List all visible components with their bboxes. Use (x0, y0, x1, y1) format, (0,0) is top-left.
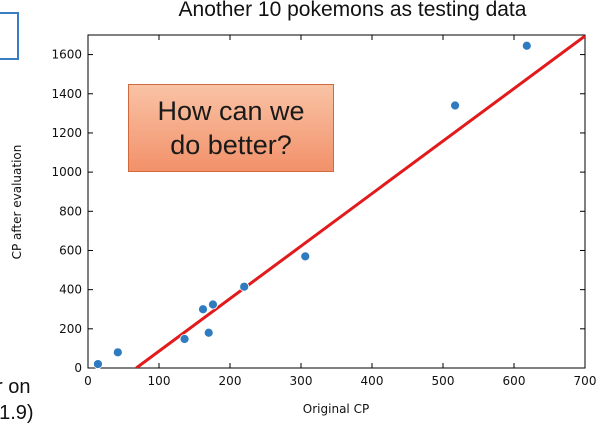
regression-line (135, 35, 585, 368)
x-tick-label: 600 (503, 374, 526, 388)
data-point (450, 100, 460, 111)
callout-line-2: do better? (170, 130, 292, 160)
x-axis-label: Original CP (303, 402, 369, 416)
data-point (112, 347, 123, 358)
y-tick-label: 0 (74, 361, 82, 375)
x-tick-label: 100 (148, 374, 171, 388)
cropped-side-text-2: 31.9) (0, 402, 34, 424)
x-tick-label: 0 (84, 374, 92, 388)
y-tick-label: 400 (59, 283, 82, 297)
x-tick-label: 300 (290, 374, 313, 388)
slide-edge-box-fragment (0, 12, 19, 60)
data-point (203, 327, 214, 338)
y-axis-ticks: 0 200 400 600 800 1000 1200 1400 1600 (51, 48, 585, 375)
callout-line-1: How can we (157, 96, 305, 126)
regression-line-layer (135, 35, 585, 368)
data-point (239, 281, 250, 292)
plot-axes (87, 34, 586, 369)
x-tick-label: 400 (361, 374, 384, 388)
data-points (93, 40, 532, 369)
y-tick-label: 1200 (51, 126, 82, 140)
x-tick-label: 200 (219, 374, 242, 388)
y-tick-label: 600 (59, 243, 82, 257)
y-tick-label: 1400 (51, 87, 82, 101)
y-tick-label: 800 (59, 204, 82, 218)
data-point (521, 40, 532, 51)
callout-box: How can we do better? (128, 84, 334, 172)
data-point (198, 304, 208, 315)
cropped-side-text-1: r on (0, 376, 31, 398)
y-tick-label: 200 (59, 322, 82, 336)
slide-title: Another 10 pokemons as testing data (178, 0, 527, 21)
y-tick-label: 1600 (51, 48, 82, 62)
y-axis-label: CP after evaluation (10, 145, 24, 260)
data-point (93, 359, 103, 369)
data-point (300, 251, 311, 262)
data-point (208, 299, 218, 310)
data-point (179, 334, 190, 344)
plot-frame (87, 34, 586, 369)
x-tick-label: 500 (432, 374, 455, 388)
x-axis-ticks: 0 100 200 300 400 500 600 700 (84, 35, 596, 388)
y-tick-label: 1000 (51, 165, 82, 179)
x-tick-label: 700 (574, 374, 597, 388)
